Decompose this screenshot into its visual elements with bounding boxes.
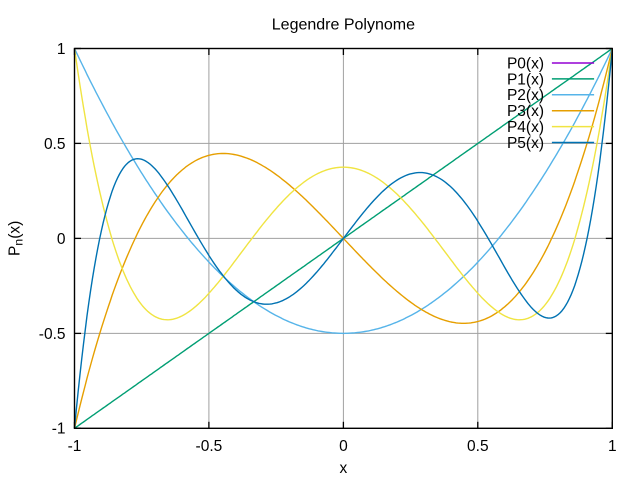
svg-text:-1: -1 — [68, 438, 82, 455]
svg-text:-0.5: -0.5 — [39, 326, 66, 343]
svg-text:0.5: 0.5 — [467, 438, 489, 455]
svg-text:0.5: 0.5 — [44, 136, 66, 153]
svg-text:0: 0 — [339, 438, 348, 455]
svg-text:0: 0 — [57, 231, 66, 248]
svg-text:Pn(x): Pn(x) — [7, 221, 26, 256]
svg-text:P2(x): P2(x) — [507, 87, 544, 104]
svg-text:-0.5: -0.5 — [196, 438, 223, 455]
svg-text:P3(x): P3(x) — [507, 103, 544, 120]
svg-text:P1(x): P1(x) — [507, 71, 544, 88]
svg-text:-1: -1 — [52, 421, 66, 438]
svg-text:1: 1 — [57, 41, 66, 58]
svg-text:P4(x): P4(x) — [507, 119, 544, 136]
svg-text:1: 1 — [608, 438, 617, 455]
svg-text:P5(x): P5(x) — [507, 135, 544, 152]
svg-text:x: x — [340, 460, 348, 477]
svg-text:P0(x): P0(x) — [507, 55, 544, 72]
svg-text:Legendre Polynome: Legendre Polynome — [272, 16, 415, 33]
